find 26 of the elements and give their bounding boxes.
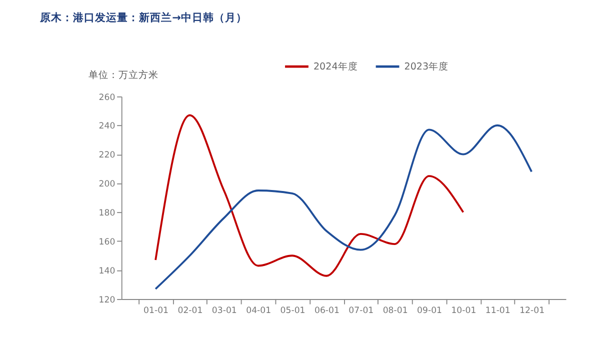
chart-title: 原木：港口发运量：新西兰→中日韩（月） [39, 10, 247, 24]
x-tick-label: 08-01 [382, 306, 408, 316]
line-series [154, 124, 533, 290]
x-tick-label: 02-01 [178, 306, 203, 316]
x-tick-label: 06-01 [314, 306, 340, 316]
legend-label: 2024年度 [313, 60, 358, 72]
y-tick-label: 180 [98, 208, 116, 219]
legend-label: 2023年度 [404, 60, 449, 72]
x-tick-label: 04-01 [246, 306, 272, 316]
x-tick-label: 03-01 [212, 306, 237, 316]
y-axis-title: 单位：万立方米 [88, 68, 158, 81]
x-tick-label: 01-01 [144, 306, 169, 316]
x-tick-label: 05-01 [280, 306, 306, 316]
y-tick-label: 240 [98, 122, 116, 132]
x-tick-label: 07-01 [348, 306, 374, 316]
y-tick-label: 140 [98, 266, 116, 276]
y-tick-label: 120 [98, 295, 116, 306]
x-tick-label: 12-01 [520, 306, 545, 316]
x-tick-label: 10-01 [451, 306, 476, 316]
y-tick-label: 220 [98, 150, 116, 161]
y-tick-label: 200 [98, 180, 116, 190]
y-tick-label: 160 [98, 238, 116, 248]
y-tick-label: 260 [98, 92, 116, 103]
x-tick-label: 11-01 [485, 306, 510, 316]
x-tick-label: 09-01 [417, 306, 442, 316]
line-series [154, 114, 464, 277]
